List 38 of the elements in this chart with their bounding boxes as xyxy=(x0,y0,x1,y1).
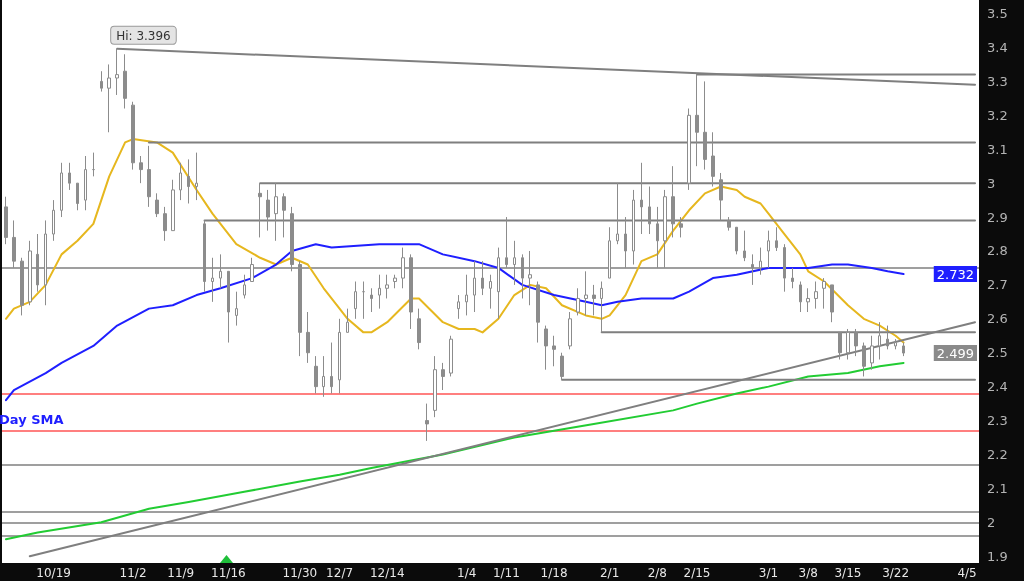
y-tick-label: 2.6 xyxy=(987,311,1008,327)
x-tick-label: 3/8 xyxy=(798,566,818,580)
y-tick-label: 2.4 xyxy=(987,379,1008,395)
x-tick-label: 3/22 xyxy=(882,566,910,580)
y-tick-label: 2.8 xyxy=(987,243,1008,259)
x-tick-label: 11/16 xyxy=(211,566,246,580)
x-tick-label: 12/14 xyxy=(369,566,405,580)
x-tick-label: 1/18 xyxy=(540,566,568,580)
annotation: 2.499 xyxy=(936,345,974,361)
y-tick-label: 1.9 xyxy=(987,548,1008,564)
y-tick-label: 3.5 xyxy=(987,6,1008,22)
x-tick-label: 2/15 xyxy=(683,566,711,580)
y-tick-label: 2 xyxy=(987,514,996,530)
x-tick-label: 4/5 xyxy=(957,566,977,580)
x-tick-label: 10/19 xyxy=(36,566,71,580)
x-tick-label: 3/15 xyxy=(834,566,862,580)
y-tick-label: 2.2 xyxy=(987,446,1008,462)
x-tick-label: 11/9 xyxy=(167,566,195,580)
y-tick-label: 3.1 xyxy=(987,141,1008,157)
y-tick-label: 3 xyxy=(987,175,996,191)
x-tick-label: 11/2 xyxy=(119,566,147,580)
y-tick-label: 2.3 xyxy=(987,413,1008,429)
x-tick-label: 1/11 xyxy=(492,566,520,580)
x-tick-label: 1/4 xyxy=(457,566,477,580)
x-tick-label: 12/7 xyxy=(326,566,354,580)
y-tick-label: 3.3 xyxy=(987,73,1008,89)
y-tick-label: 2.9 xyxy=(987,209,1008,225)
x-tick-label: 3/1 xyxy=(758,566,779,580)
x-tick-label: 2/1 xyxy=(599,566,620,580)
y-tick-label: 2.1 xyxy=(987,480,1008,496)
x-tick-label: 2/8 xyxy=(647,566,667,580)
y-tick-label: 3.4 xyxy=(987,39,1008,55)
x-tick-label: 11/30 xyxy=(282,566,318,580)
y-tick-label: 3.2 xyxy=(987,107,1008,123)
y-tick-label: 2.7 xyxy=(987,277,1008,293)
annotation: Hi: 3.396 xyxy=(116,28,171,43)
y-tick-label: 2.5 xyxy=(987,345,1008,361)
annotation: 2.732 xyxy=(936,266,974,282)
